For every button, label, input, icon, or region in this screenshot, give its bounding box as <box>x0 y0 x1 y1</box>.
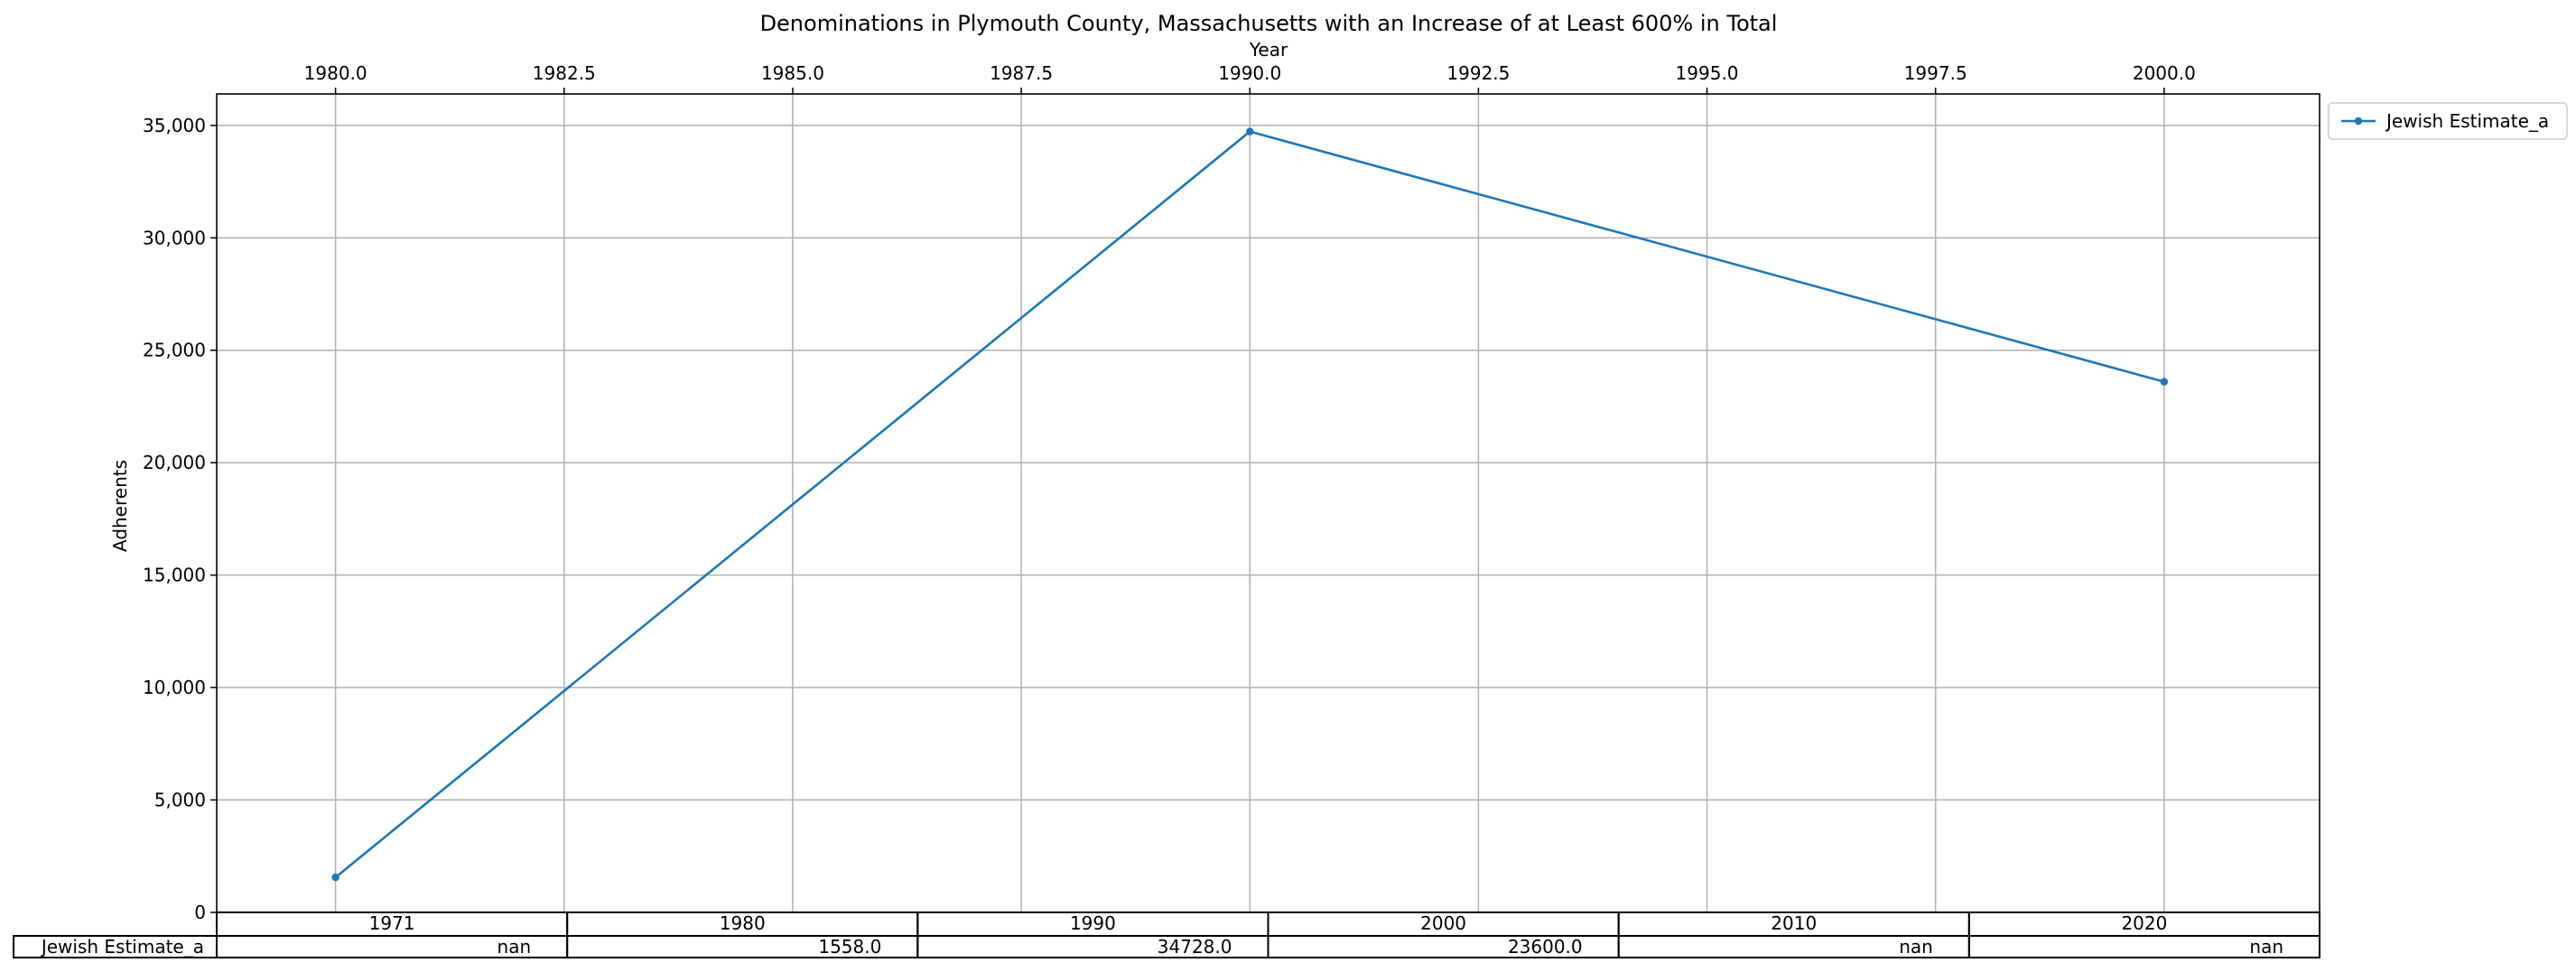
data-point <box>2160 378 2169 386</box>
x-tick-label: 1995.0 <box>1676 62 1739 84</box>
y-tick-label: 5,000 <box>154 790 206 811</box>
table-cell-value: nan <box>1899 936 1933 958</box>
table-cell-value: nan <box>498 936 532 958</box>
x-tick-label: 1990.0 <box>1218 62 1281 84</box>
legend-frame <box>2328 102 2568 140</box>
x-tick-label: 1980.0 <box>304 62 367 84</box>
x-tick-label: 1985.0 <box>761 62 824 84</box>
legend: Jewish Estimate_a <box>2328 102 2568 140</box>
table-column-header: 2020 <box>2121 912 2167 934</box>
legend-label: Jewish Estimate_a <box>2385 110 2549 132</box>
data-table: 1971 1980 1990 2000 2010 2020 Jewish Estimate_… <box>13 911 2320 958</box>
chart-title: Denominations in Plymouth County, Massac… <box>760 11 1778 36</box>
data-point <box>1246 127 1254 136</box>
y-tick-label: 25,000 <box>143 340 206 361</box>
table-column-header: 1971 <box>369 912 415 934</box>
x-tick-label: 1997.5 <box>1904 62 1967 84</box>
x-tick-label: 2000.0 <box>2133 62 2196 84</box>
y-tick-label: 15,000 <box>143 565 206 586</box>
table-column-header: 2000 <box>1420 912 1466 934</box>
table-cell-value: 1558.0 <box>818 936 881 958</box>
table-column-header: 1980 <box>720 912 766 934</box>
x-axis-label: Year <box>1249 39 1288 61</box>
table-column-header: 2010 <box>1771 912 1817 934</box>
table-cell-value: nan <box>2249 936 2283 958</box>
x-tick-label: 1982.5 <box>533 62 596 84</box>
series-layer <box>331 127 2169 882</box>
grid <box>217 94 2320 913</box>
table-column-header: 1990 <box>1070 912 1116 934</box>
x-tick-label: 1987.5 <box>990 62 1053 84</box>
y-axis-label: Adherents <box>109 460 131 552</box>
table-row-label: Jewish Estimate_a <box>40 936 204 958</box>
legend-marker <box>2354 117 2363 126</box>
y-tick-label: 20,000 <box>143 452 206 473</box>
data-point <box>331 874 339 882</box>
y-tick-label: 0 <box>194 902 206 923</box>
axis-ticks: 1980.0 1982.5 1985.0 1987.5 1990.0 1992.5 1995… <box>143 62 2196 923</box>
y-tick-label: 30,000 <box>143 227 206 248</box>
y-tick-label: 35,000 <box>143 115 206 136</box>
x-tick-label: 1992.5 <box>1446 62 1510 84</box>
table-cell <box>1967 935 2320 958</box>
table-cell-value: 34728.0 <box>1158 936 1232 958</box>
plot-area-frame <box>216 93 2320 913</box>
y-tick-label: 10,000 <box>143 677 206 698</box>
table-cell-value: 23600.0 <box>1508 936 1583 958</box>
